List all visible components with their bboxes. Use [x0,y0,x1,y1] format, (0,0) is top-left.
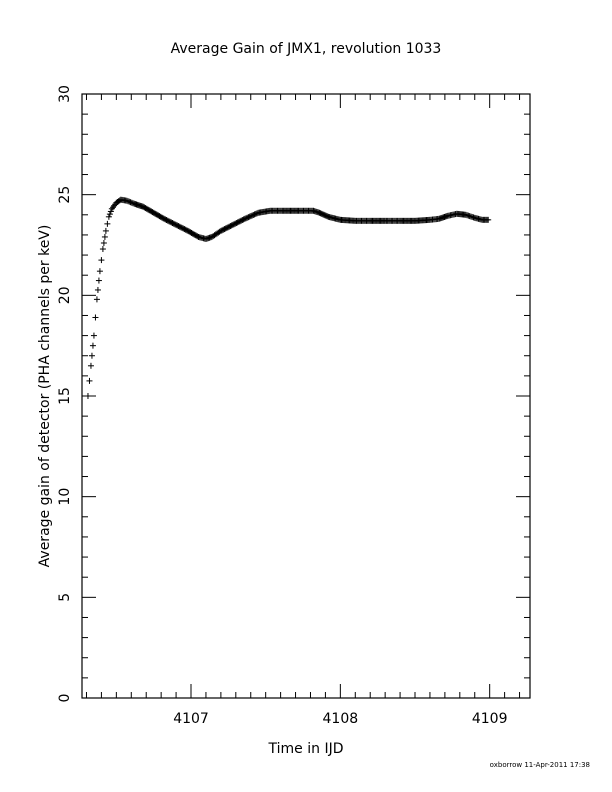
data-point [96,268,103,275]
data-point [89,342,96,349]
data-point [485,216,492,223]
data-point [101,233,108,240]
x-tick-labels: 4107 4108 4109 [173,711,507,727]
x-tick-label: 4107 [173,711,209,727]
x-tick-label: 4109 [472,711,508,727]
chart-title: Average Gain of JMX1, revolution 1033 [171,41,442,57]
data-point [95,277,102,284]
data-point [106,211,113,218]
data-point [84,393,91,399]
data-point [88,352,95,359]
y-tick-label: 30 [57,85,73,103]
y-tick-label: 15 [57,387,73,405]
data-point [90,332,97,339]
x-tick-label: 4108 [323,711,359,727]
data-point [102,227,109,234]
y-tick-label: 25 [57,186,73,204]
data-series [84,196,492,399]
y-tick-label: 5 [57,593,73,602]
y-tick-label: 10 [57,488,73,506]
data-point [86,377,93,384]
data-point [100,239,107,246]
y-axis-label: Average gain of detector (PHA channels p… [37,225,53,568]
data-point [87,362,94,369]
data-point [99,246,106,253]
x-axis-label: Time in IJD [268,741,344,757]
data-point [93,296,100,303]
data-point [104,220,111,227]
data-point [92,314,99,321]
y-tick-labels: 0 5 10 15 20 25 30 [57,85,73,702]
footer-credit: oxborrow 11-Apr-2011 17:38 [489,761,590,769]
plot-frame [81,93,531,699]
y-tick-label: 0 [57,694,73,703]
data-point [98,257,105,264]
y-tick-label: 20 [57,286,73,304]
axis-ticks [82,93,530,699]
data-point [107,208,114,215]
data-point [105,213,112,220]
data-point [94,286,101,293]
